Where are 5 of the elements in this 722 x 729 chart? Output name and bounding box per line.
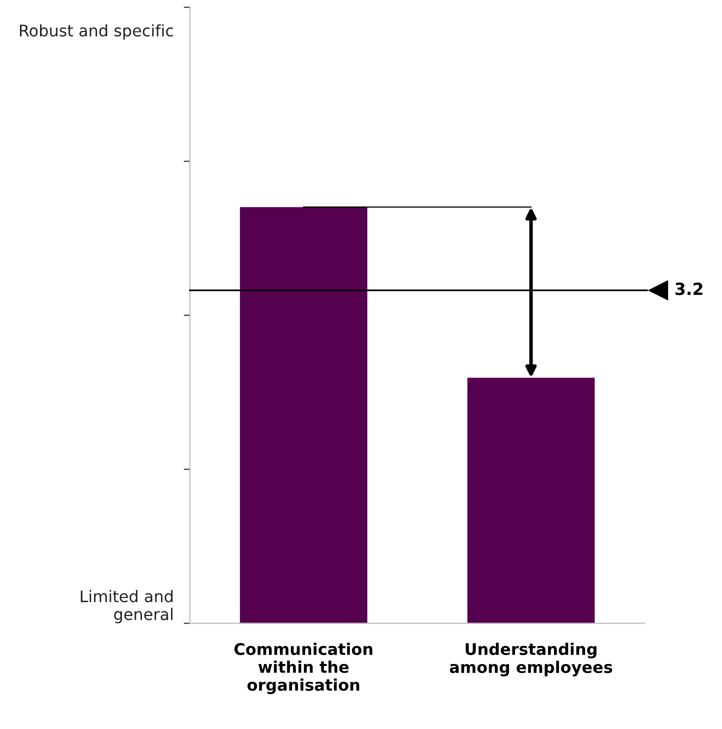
text: Limited and general bbox=[80, 590, 173, 624]
text: Robust and specific bbox=[20, 24, 173, 40]
x-tick-label: Communication within the organisation bbox=[234, 642, 372, 694]
x-tick-label: Understanding among employees bbox=[450, 642, 612, 676]
text: 3.2 bbox=[675, 282, 702, 296]
